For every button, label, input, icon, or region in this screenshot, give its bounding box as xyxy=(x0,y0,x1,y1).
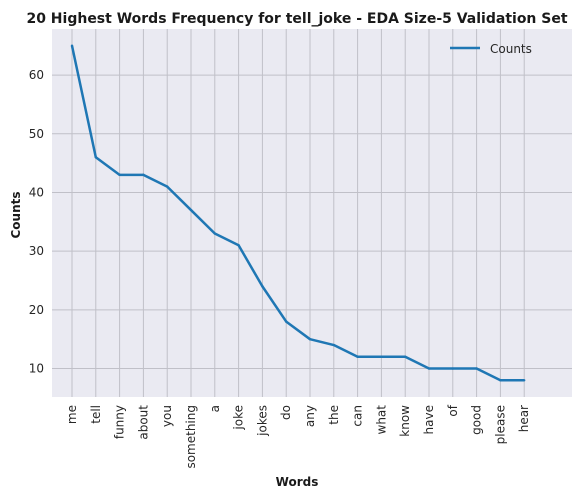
x-tick-label: you xyxy=(160,405,174,427)
x-tick-label: the xyxy=(327,405,341,425)
data-point xyxy=(142,173,145,177)
y-tick-label: 60 xyxy=(29,68,44,82)
data-point xyxy=(94,156,98,159)
x-tick-label: can xyxy=(351,405,365,427)
x-tick-label: tell xyxy=(89,405,103,424)
y-axis-label: Counts xyxy=(9,191,23,238)
y-tick-labels: 10 20 30 40 50 60 xyxy=(29,68,44,375)
data-point xyxy=(404,355,407,358)
x-tick-label: about xyxy=(136,405,150,440)
legend-label: Counts xyxy=(490,42,532,56)
data-point xyxy=(189,208,193,212)
data-point xyxy=(118,173,121,177)
plot-area xyxy=(52,29,572,397)
data-point xyxy=(332,343,335,347)
data-point xyxy=(499,379,502,382)
data-point xyxy=(285,320,288,323)
x-tick-label: good xyxy=(470,405,484,435)
x-tick-label: what xyxy=(374,405,388,435)
x-tick-label: something xyxy=(184,405,198,469)
x-tick-label: do xyxy=(279,405,293,420)
x-tick-label: hear xyxy=(517,405,531,432)
data-point xyxy=(70,44,74,47)
data-point xyxy=(427,367,431,370)
data-point xyxy=(451,367,454,370)
x-tick-labels: me tell funny about you something a joke jokes do… xyxy=(65,404,531,468)
data-point xyxy=(308,337,312,341)
x-tick-label: a xyxy=(208,405,222,412)
y-tick-label: 50 xyxy=(29,127,44,141)
data-point xyxy=(380,355,383,358)
x-tick-label: joke xyxy=(232,405,246,431)
series-line-counts xyxy=(70,45,525,382)
data-point xyxy=(213,232,216,235)
data-point xyxy=(237,244,240,247)
grid-lines xyxy=(52,29,572,397)
x-tick-label: know xyxy=(398,405,412,437)
data-point xyxy=(475,367,478,370)
data-point xyxy=(166,185,169,188)
y-tick-label: 20 xyxy=(29,303,44,317)
x-tick-label: funny xyxy=(113,405,127,439)
x-tick-label: jokes xyxy=(255,405,269,437)
data-point xyxy=(523,379,526,382)
x-tick-label: please xyxy=(493,405,507,444)
data-point xyxy=(261,285,264,288)
y-tick-label: 30 xyxy=(29,244,44,258)
legend: Counts xyxy=(450,42,532,56)
x-axis-label: Words xyxy=(276,475,319,489)
chart-title: 20 Highest Words Frequency for tell_joke… xyxy=(26,11,567,27)
x-tick-label: any xyxy=(303,405,317,427)
x-tick-label: of xyxy=(446,404,460,416)
data-point xyxy=(356,355,359,358)
y-tick-label: 10 xyxy=(29,362,44,376)
x-tick-label: me xyxy=(65,405,79,424)
y-tick-label: 40 xyxy=(29,185,44,199)
x-tick-label: have xyxy=(422,405,436,434)
series-layer xyxy=(70,44,526,382)
